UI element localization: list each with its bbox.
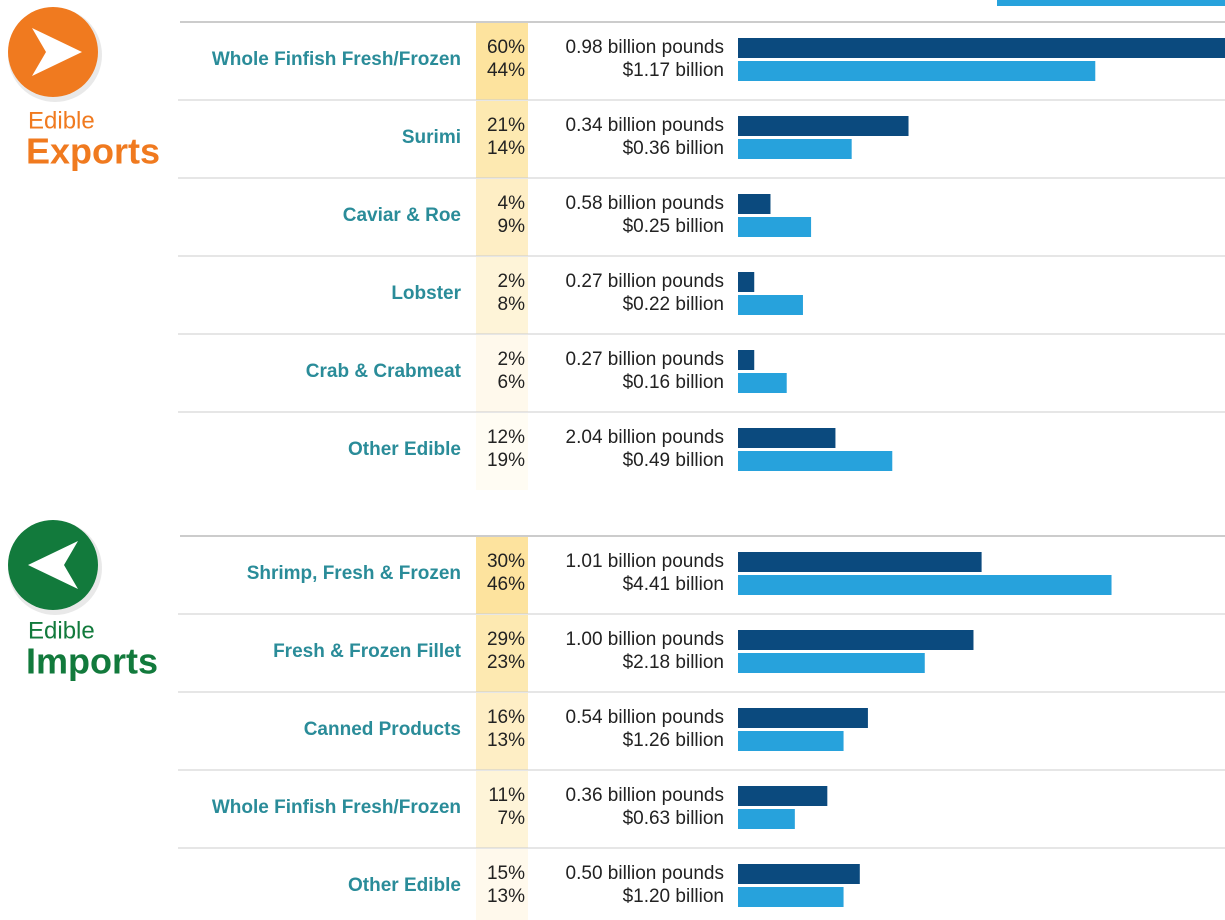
imports-icon (8, 520, 102, 615)
volume-bar (738, 630, 974, 650)
value-bar (738, 61, 1096, 81)
category-label: Surimi (402, 127, 461, 148)
volume-text: 0.27 billion pounds (566, 271, 724, 292)
share-highlight (476, 23, 528, 100)
section-title-big: Imports (26, 641, 158, 682)
value-text: $0.49 billion (623, 450, 724, 471)
volume-text: 0.58 billion pounds (566, 193, 724, 214)
value-share-label: 13% (487, 730, 525, 751)
value-bar (738, 731, 844, 751)
legend-box (997, 0, 1225, 6)
value-share-label: 46% (487, 574, 525, 595)
value-text: $0.22 billion (623, 294, 724, 315)
value-text: $0.63 billion (623, 808, 724, 829)
value-bar (738, 887, 844, 907)
volume-share-label: 12% (487, 427, 525, 448)
value-bar (738, 809, 795, 829)
value-text: $0.36 billion (623, 138, 724, 159)
value-share-label: 19% (487, 450, 525, 471)
category-label: Canned Products (304, 719, 461, 740)
volume-bar (738, 864, 860, 884)
volume-bar (738, 552, 982, 572)
category-label: Other Edible (348, 875, 461, 896)
volume-text: 0.27 billion pounds (566, 349, 724, 370)
category-label: Whole Finfish Fresh/Frozen (212, 49, 461, 70)
value-share-label: 23% (487, 652, 525, 673)
section-title-small: Edible (28, 617, 95, 644)
value-text: $4.41 billion (623, 574, 724, 595)
category-label: Caviar & Roe (343, 205, 461, 226)
exports-icon (8, 7, 102, 102)
value-text: $1.26 billion (623, 730, 724, 751)
volume-bar (738, 272, 755, 292)
volume-share-label: 16% (487, 707, 525, 728)
volume-bar (738, 116, 909, 136)
volume-share-label: 11% (488, 785, 525, 806)
category-label: Fresh & Frozen Fillet (273, 641, 462, 662)
volume-text: 1.01 billion pounds (566, 551, 724, 572)
value-share-label: 13% (487, 886, 525, 907)
volume-share-label: 21% (487, 115, 525, 136)
category-label: Lobster (391, 283, 461, 304)
category-label: Crab & Crabmeat (306, 361, 462, 382)
share-highlight (476, 693, 528, 770)
volume-share-label: 29% (487, 629, 525, 650)
volume-bar (738, 194, 771, 214)
share-highlight (476, 179, 528, 256)
share-highlight (476, 335, 528, 412)
volume-bar (738, 38, 1225, 58)
volume-bar (738, 428, 836, 448)
share-highlight (476, 771, 528, 848)
volume-text: 0.54 billion pounds (566, 707, 724, 728)
volume-bar (738, 708, 868, 728)
value-text: $1.17 billion (623, 60, 724, 81)
value-share-label: 6% (498, 372, 526, 393)
volume-share-label: 15% (487, 863, 525, 884)
value-bar (738, 653, 925, 673)
value-bar (738, 575, 1112, 595)
volume-text: 0.98 billion pounds (566, 37, 724, 58)
value-text: $0.25 billion (623, 216, 724, 237)
value-share-label: 44% (487, 60, 525, 81)
value-share-label: 9% (498, 216, 526, 237)
value-bar (738, 295, 803, 315)
value-text: $1.20 billion (623, 886, 724, 907)
section-title-big: Exports (26, 131, 160, 172)
volume-share-label: 2% (498, 349, 526, 370)
volume-text: 2.04 billion pounds (566, 427, 724, 448)
share-highlight (476, 257, 528, 334)
volume-bar (738, 350, 755, 370)
volume-share-label: 30% (487, 551, 525, 572)
category-label: Whole Finfish Fresh/Frozen (212, 797, 461, 818)
category-label: Shrimp, Fresh & Frozen (247, 563, 461, 584)
value-text: $2.18 billion (623, 652, 724, 673)
value-share-label: 7% (498, 808, 526, 829)
section-title-small: Edible (28, 107, 95, 134)
value-text: $0.16 billion (623, 372, 724, 393)
value-bar (738, 217, 812, 237)
volume-bar (738, 786, 828, 806)
share-highlight (476, 615, 528, 692)
value-bar (738, 139, 852, 159)
volume-text: 0.34 billion pounds (566, 115, 724, 136)
value-bar (738, 373, 787, 393)
volume-share-label: 60% (487, 37, 525, 58)
share-highlight (476, 537, 528, 614)
share-highlight (476, 849, 528, 920)
value-bar (738, 451, 893, 471)
volume-text: 0.50 billion pounds (566, 863, 724, 884)
value-share-label: 8% (498, 294, 526, 315)
volume-share-label: 2% (498, 271, 526, 292)
volume-text: 1.00 billion pounds (566, 629, 724, 650)
volume-text: 0.36 billion pounds (566, 785, 724, 806)
share-highlight (476, 413, 528, 490)
category-label: Other Edible (348, 439, 461, 460)
value-share-label: 14% (487, 138, 525, 159)
share-highlight (476, 101, 528, 178)
volume-share-label: 4% (498, 193, 526, 214)
